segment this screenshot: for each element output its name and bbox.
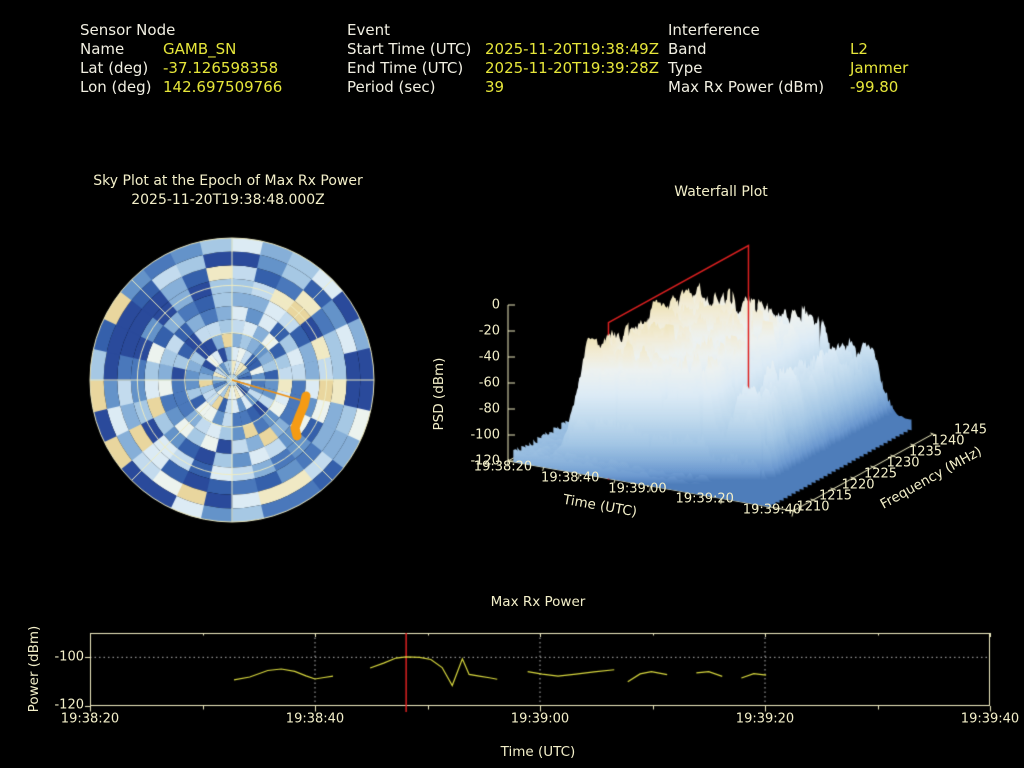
interference-band-label: Band: [668, 40, 707, 58]
sky-plot-title-line2: 2025-11-20T19:38:48.000Z: [131, 192, 325, 208]
event-start-value: 2025-11-20T19:38:49Z: [485, 40, 659, 58]
waterfall-title: Waterfall Plot: [674, 184, 768, 200]
tick-label: 1225: [863, 466, 898, 482]
interference-title: Interference: [668, 21, 760, 39]
event-start-row: Start Time (UTC) 2025-11-20T19:38:49Z: [347, 40, 659, 59]
event-end-label: End Time (UTC): [347, 59, 464, 77]
max-rx-power-title: Max Rx Power: [490, 594, 586, 610]
interference-panel: Interference Band L2 Type Jammer Max Rx …: [668, 21, 908, 97]
interference-power-value: -99.80: [850, 78, 899, 96]
tick-label: 0: [491, 297, 500, 313]
tick-label: 1210: [796, 499, 830, 515]
interference-type-label: Type: [668, 59, 703, 77]
interference-band-row: Band L2: [668, 40, 908, 59]
event-period-row: Period (sec) 39: [347, 78, 659, 97]
waterfall-psd-axis-label: PSD (dBm): [431, 357, 447, 431]
sky-plot-canvas: [82, 230, 382, 530]
tick-label: 19:38:40: [285, 711, 345, 727]
sensor-lon-value: 142.697509766: [163, 78, 283, 96]
tick-label: 19:39:40: [742, 502, 802, 518]
time-axis-label: Time (UTC): [500, 744, 576, 760]
event-start-label: Start Time (UTC): [347, 40, 472, 58]
tick-label: -20: [478, 323, 500, 339]
event-end-value: 2025-11-20T19:39:28Z: [485, 59, 659, 77]
sensor-lat-value: -37.126598358: [163, 59, 279, 77]
tick-label: 1220: [841, 477, 875, 493]
interference-power-label: Max Rx Power (dBm): [668, 78, 825, 96]
tick-label: 1235: [908, 444, 943, 460]
sensor-lon-row: Lon (deg) 142.697509766: [80, 78, 282, 97]
sensor-node-panel: Sensor Node Name GAMB_SN Lat (deg) -37.1…: [80, 21, 282, 97]
power-axis-label: Power (dBm): [26, 625, 42, 713]
tick-label: -120: [54, 697, 84, 713]
sensor-name-row: Name GAMB_SN: [80, 40, 282, 59]
tick-label: 19:38:20: [60, 711, 120, 727]
tick-label: -120: [470, 453, 500, 469]
tick-label: 19:39:20: [735, 711, 795, 727]
tick-label: 19:39:00: [608, 481, 667, 496]
sensor-lon-label: Lon (deg): [80, 78, 152, 96]
tick-label: 19:38:20: [473, 459, 533, 475]
interference-power-row: Max Rx Power (dBm) -99.80: [668, 78, 908, 97]
tick-label: 1215: [818, 488, 853, 504]
tick-label: 19:39:00: [510, 711, 570, 727]
tick-label: -100: [54, 649, 84, 665]
waterfall-canvas: [420, 210, 1024, 535]
tick-label: -100: [470, 427, 500, 443]
event-period-value: 39: [485, 78, 505, 96]
event-period-label: Period (sec): [347, 78, 436, 96]
sensor-lat-row: Lat (deg) -37.126598358: [80, 59, 282, 78]
tick-label: -60: [478, 375, 500, 391]
tick-label: 1245: [953, 422, 988, 438]
max-rx-power-canvas: [80, 625, 1000, 715]
tick-label: 1240: [931, 433, 965, 449]
tick-label: 19:39:40: [960, 711, 1020, 727]
tick-label: -40: [478, 349, 500, 365]
sky-plot-title: Sky Plot at the Epoch of Max Rx Power 20…: [93, 172, 362, 210]
sensor-node-title: Sensor Node: [80, 21, 176, 39]
sensor-lat-label: Lat (deg): [80, 59, 149, 77]
event-title: Event: [347, 21, 390, 39]
event-end-row: End Time (UTC) 2025-11-20T19:39:28Z: [347, 59, 659, 78]
sky-plot-title-line1: Sky Plot at the Epoch of Max Rx Power: [93, 173, 363, 189]
interference-type-row: Type Jammer: [668, 59, 908, 78]
event-panel: Event Start Time (UTC) 2025-11-20T19:38:…: [347, 21, 659, 97]
tick-label: 19:38:40: [541, 470, 600, 486]
interference-type-value: Jammer: [850, 59, 909, 77]
tick-label: -80: [478, 401, 500, 417]
interference-band-value: L2: [850, 40, 868, 58]
sensor-name-value: GAMB_SN: [163, 40, 237, 58]
sensor-name-label: Name: [80, 40, 125, 58]
tick-label: 1230: [886, 455, 920, 471]
tick-label: 19:39:20: [675, 491, 734, 507]
